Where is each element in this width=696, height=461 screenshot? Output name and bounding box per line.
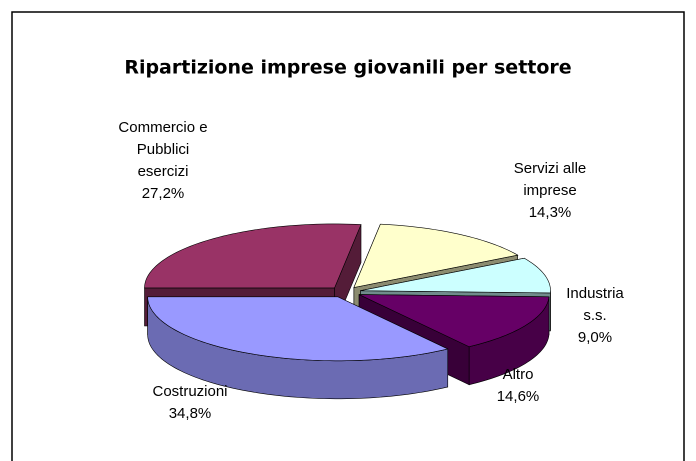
slice <box>147 296 449 362</box>
category-label: Servizi alle imprese <box>513 160 587 199</box>
category-label: Costruzioni <box>152 383 228 400</box>
slice <box>353 223 519 288</box>
value-label: 14,3% <box>528 204 572 221</box>
value-label: 14,6% <box>496 388 540 405</box>
value-label: 9,0% <box>577 329 613 346</box>
slice-label: Costruzioni 34,8% <box>135 381 245 425</box>
value-label: 27,2% <box>141 185 185 202</box>
slice <box>144 223 362 289</box>
category-label: Industria s.s. <box>566 285 624 324</box>
chart-title: Ripartizione imprese giovanili per setto… <box>124 57 571 79</box>
slice-label: Servizi alle imprese 14,3% <box>500 158 600 224</box>
category-label: Commercio e Pubblici esercizi <box>118 119 208 180</box>
category-label: Altro <box>502 366 534 383</box>
slice-label: Industria s.s. 9,0% <box>555 283 635 349</box>
slice <box>358 294 550 348</box>
value-label: 34,8% <box>168 405 212 422</box>
slice-label: Altro 14,6% <box>483 364 553 408</box>
slice-label: Commercio e Pubblici esercizi 27,2% <box>116 117 211 205</box>
slice <box>360 257 551 294</box>
